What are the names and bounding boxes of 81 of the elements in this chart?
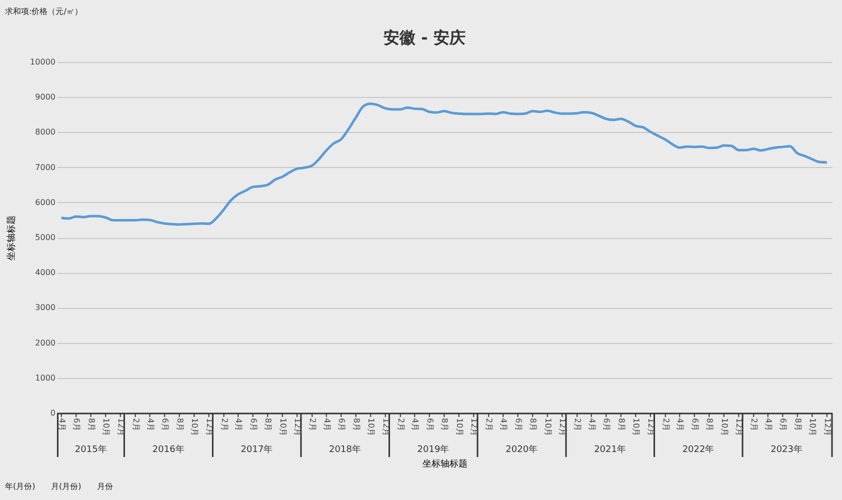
text: 2021年 xyxy=(594,444,626,455)
text: 求和项:价格（元/㎡） xyxy=(5,7,82,16)
y-tick-label: 4000 xyxy=(35,268,56,278)
x-tick-label: 12月 xyxy=(822,418,832,436)
x-tick-label: 8月 xyxy=(528,418,538,432)
text: 2016年 xyxy=(152,444,184,455)
x-axis-title: 坐标轴标题 xyxy=(422,458,468,470)
x-tick-label: 12月 xyxy=(646,418,656,436)
x-tick-label: 12月 xyxy=(204,418,214,436)
x-tick-label: 4月 xyxy=(57,418,66,432)
x-tick-label: 8月 xyxy=(440,418,450,432)
x-tick-label: 8月 xyxy=(86,418,96,432)
x-tick-label: 4月 xyxy=(322,418,332,432)
x-tick-label: 8月 xyxy=(352,418,361,432)
x-tick-label: 12月 xyxy=(734,418,744,436)
y-tick-label: 10000 xyxy=(30,58,56,66)
text: 2020年 xyxy=(506,444,538,455)
x-tick-label: 10月 xyxy=(808,418,818,436)
x-tick-label: 8月 xyxy=(793,418,802,432)
x-tick-label: 12月 xyxy=(470,418,479,436)
text: 2015年 xyxy=(74,444,107,455)
text: 2018年 xyxy=(329,444,361,455)
x-tick-label: 2月 xyxy=(220,418,229,432)
text: 2023年 xyxy=(770,444,802,455)
x-tick-label: 6月 xyxy=(602,418,612,432)
x-tick-label: 10月 xyxy=(278,418,288,436)
x-tick-label: 6月 xyxy=(778,418,788,432)
x-tick-label: 6月 xyxy=(72,418,82,432)
x-tick-label: 8月 xyxy=(264,418,273,432)
x-tick-label: 6月 xyxy=(160,418,170,432)
x-tick-label: 4月 xyxy=(587,418,596,432)
x-tick-label: 10月 xyxy=(543,418,552,436)
text: 年(月份) xyxy=(5,482,36,491)
x-tick-label: 6月 xyxy=(514,418,523,432)
x-tick-label: 8月 xyxy=(175,418,184,432)
x-tick-label: 8月 xyxy=(616,418,626,432)
text: 2017年 xyxy=(240,444,273,455)
x-tick-label: 10月 xyxy=(720,418,729,436)
y-tick-label: 6000 xyxy=(35,198,56,207)
x-tick-label: 6月 xyxy=(337,418,346,432)
x-tick-label: 10月 xyxy=(102,418,111,436)
x-tick-label: 2月 xyxy=(661,418,670,432)
x-tick-label: 4月 xyxy=(764,418,773,432)
y-tick-label: 2000 xyxy=(35,338,56,348)
y-tick-label: 3000 xyxy=(35,303,56,312)
x-tick-label: 4月 xyxy=(146,418,155,432)
x-tick-label: 2月 xyxy=(750,418,759,432)
text: 2019年 xyxy=(417,444,450,455)
y-tick-label: 1000 xyxy=(35,373,56,382)
x-tick-label: 10月 xyxy=(190,418,200,436)
x-tick-label: 10月 xyxy=(366,418,376,436)
x-tick-label: 2月 xyxy=(308,418,318,432)
x-tick-label: 4月 xyxy=(234,418,244,432)
y-tick-label: 0 xyxy=(50,408,56,418)
x-tick-label: 10月 xyxy=(632,418,641,436)
y-tick-label: 5000 xyxy=(35,233,56,242)
x-tick-label: 6月 xyxy=(425,418,434,432)
x-tick-label: 10月 xyxy=(454,418,464,436)
x-tick-label: 4月 xyxy=(499,418,508,432)
x-tick-label: 12月 xyxy=(116,418,126,436)
y-axis-title: 坐标轴标题 xyxy=(6,216,18,260)
x-tick-label: 2月 xyxy=(573,418,582,432)
line-series xyxy=(60,102,828,226)
text: 月份 xyxy=(97,482,113,491)
text: 2022年 xyxy=(682,444,714,455)
chart-title: 安徽 - 安庆 xyxy=(384,28,466,47)
y-tick-label: 7000 xyxy=(35,162,56,172)
x-tick-label: 6月 xyxy=(248,418,258,432)
x-tick-label: 2月 xyxy=(396,418,406,432)
x-tick-label: 4月 xyxy=(676,418,685,432)
x-tick-label: 4月 xyxy=(410,418,420,432)
x-tick-label: 8月 xyxy=(705,418,714,432)
x-tick-label: 6月 xyxy=(690,418,700,432)
x-tick-label: 12月 xyxy=(381,418,390,436)
y-tick-label: 8000 xyxy=(35,128,56,137)
x-tick-label: 2月 xyxy=(131,418,140,432)
y-tick-label: 9000 xyxy=(35,92,56,102)
x-tick-label: 12月 xyxy=(558,418,568,436)
x-tick-label: 12月 xyxy=(293,418,302,436)
x-tick-label: 2月 xyxy=(484,418,494,432)
text: 月(月份) xyxy=(51,482,82,491)
